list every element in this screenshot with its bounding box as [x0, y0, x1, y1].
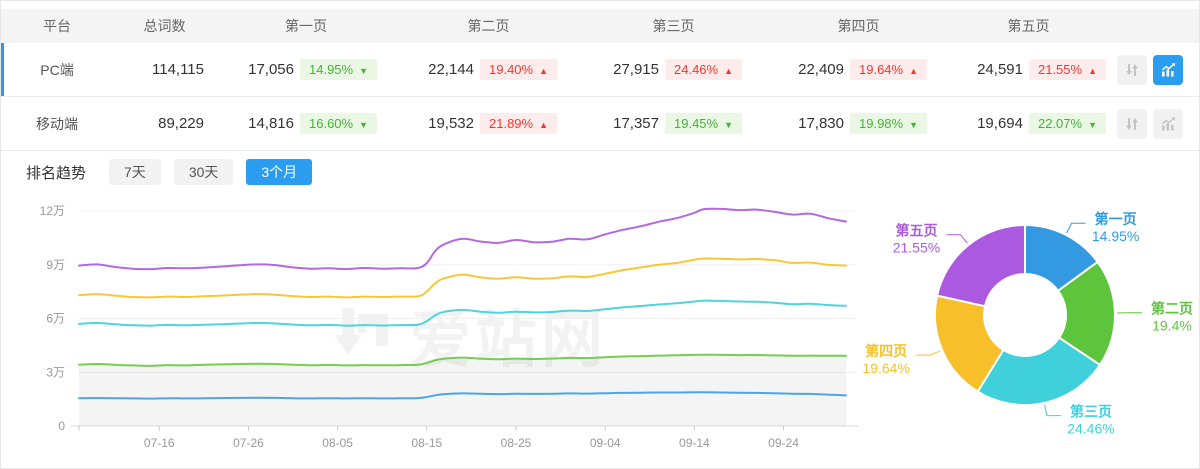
line-chart[interactable]: 爱站网 0 3万 6万 9万 12万 07-16 07-26 08-05 08-15 08-25 0… [1, 193, 865, 468]
change-badge: 14.95% [300, 59, 378, 80]
page4-cell: 22,409 19.64% [766, 59, 951, 80]
col-total-words: 总词数 [143, 18, 186, 34]
page-count: 17,056 [248, 61, 294, 78]
page5-cell: 19,694 22.07% [951, 113, 1106, 134]
col-page-1: 第一页 [285, 18, 327, 34]
sort-arrows-icon[interactable] [1117, 54, 1147, 85]
bar-chart-icon[interactable] [1153, 54, 1183, 85]
page-count: 17,357 [613, 115, 659, 132]
trend-down-icon [359, 117, 368, 130]
table-row-mobile[interactable]: 移动端 89,229 14,816 16.60% 19,532 21.89% 1… [1, 97, 1199, 151]
page3-cell: 17,357 19.45% [581, 113, 766, 134]
svg-text:08-15: 08-15 [411, 436, 442, 450]
sort-arrows-icon[interactable] [1117, 108, 1147, 139]
platform-label: PC端 [40, 61, 74, 78]
tab-7-days[interactable]: 7天 [109, 159, 161, 185]
bar-chart-icon[interactable] [1153, 108, 1183, 139]
svg-text:08-25: 08-25 [501, 436, 532, 450]
table-header: 平台 总词数 第一页 第二页 第三页 第四页 第五页 [1, 9, 1199, 43]
col-page-4: 第四页 [837, 18, 880, 34]
svg-text:6万: 6万 [46, 312, 65, 326]
change-badge: 16.60% [300, 113, 378, 134]
svg-text:09-24: 09-24 [768, 436, 799, 450]
tab-3-months[interactable]: 3个月 [246, 159, 313, 185]
svg-text:09-04: 09-04 [590, 436, 621, 450]
svg-text:14.95%: 14.95% [1092, 228, 1139, 244]
page3-cell: 27,915 24.46% [581, 59, 766, 80]
watermark-text: 爱站网 [409, 306, 608, 375]
page-count: 24,591 [977, 61, 1023, 78]
svg-text:第一页: 第一页 [1095, 211, 1137, 227]
svg-text:09-14: 09-14 [679, 436, 710, 450]
svg-text:第二页: 第二页 [1151, 301, 1193, 317]
trend-up-icon [909, 63, 918, 76]
col-page-3: 第三页 [652, 18, 695, 34]
change-badge: 21.55% [1028, 59, 1106, 80]
change-badge: 21.89% [480, 113, 558, 134]
svg-text:第三页: 第三页 [1070, 404, 1112, 420]
page5-cell: 24,591 21.55% [951, 59, 1106, 80]
trend-down-icon [909, 117, 918, 130]
svg-text:07-16: 07-16 [144, 436, 175, 450]
change-badge: 19.40% [480, 59, 558, 80]
svg-text:24.46%: 24.46% [1067, 421, 1114, 437]
donut-chart[interactable]: 第一页 14.95% 第二页 19.4% 第三页 24.46% 第四页 19.64% 第五页 21… [862, 193, 1199, 468]
change-badge: 19.98% [850, 113, 928, 134]
trend-up-icon [1088, 63, 1097, 76]
change-badge: 24.46% [665, 59, 743, 80]
page-count: 22,144 [428, 61, 474, 78]
trend-up-icon [724, 63, 733, 76]
total-words-value: 114,115 [152, 61, 204, 78]
charts-area: 爱站网 0 3万 6万 9万 12万 07-16 07-26 08-05 08-15 08-25 0… [1, 193, 1199, 468]
total-words-value: 89,229 [158, 115, 204, 132]
trend-up-icon [539, 117, 548, 130]
col-page-5: 第五页 [1007, 18, 1050, 34]
col-page-2: 第二页 [467, 18, 510, 34]
col-platform: 平台 [43, 18, 71, 34]
trend-down-icon [724, 117, 733, 130]
svg-text:第五页: 第五页 [895, 223, 937, 239]
trend-title: 排名趋势 [26, 164, 87, 182]
trend-up-icon [539, 63, 548, 76]
table-row-pc[interactable]: PC端 114,115 17,056 14.95% 22,144 19.40% … [1, 43, 1199, 97]
change-badge: 19.45% [665, 113, 743, 134]
svg-text:12万: 12万 [40, 204, 65, 218]
svg-text:0: 0 [58, 419, 65, 433]
svg-text:3万: 3万 [46, 365, 65, 379]
trend-section-header: 排名趋势 7天 30天 3个月 [1, 151, 1199, 193]
svg-text:21.55%: 21.55% [893, 240, 940, 256]
page-count: 19,532 [428, 115, 474, 132]
page-count: 27,915 [613, 61, 659, 78]
page-count: 22,409 [798, 61, 844, 78]
svg-text:07-26: 07-26 [233, 436, 264, 450]
trend-down-icon [359, 63, 368, 76]
platform-label: 移动端 [36, 115, 78, 132]
svg-text:19.64%: 19.64% [862, 360, 909, 376]
change-badge: 22.07% [1028, 113, 1106, 134]
page2-cell: 19,532 21.89% [396, 113, 581, 134]
svg-text:19.4%: 19.4% [1152, 318, 1192, 334]
trend-down-icon [1088, 117, 1097, 130]
svg-text:08-05: 08-05 [322, 436, 353, 450]
svg-text:第四页: 第四页 [865, 343, 907, 359]
change-badge: 19.64% [850, 59, 928, 80]
watermark: 爱站网 [329, 289, 607, 379]
page1-cell: 17,056 14.95% [216, 59, 396, 80]
svg-text:9万: 9万 [46, 258, 65, 272]
page2-cell: 22,144 19.40% [396, 59, 581, 80]
aizhan-logo-icon [334, 308, 388, 355]
page4-cell: 17,830 19.98% [766, 113, 951, 134]
page-count: 19,694 [977, 115, 1023, 132]
tab-30-days[interactable]: 30天 [173, 159, 234, 185]
page1-cell: 14,816 16.60% [216, 113, 396, 134]
page-count: 17,830 [798, 115, 844, 132]
page-count: 14,816 [248, 115, 294, 132]
